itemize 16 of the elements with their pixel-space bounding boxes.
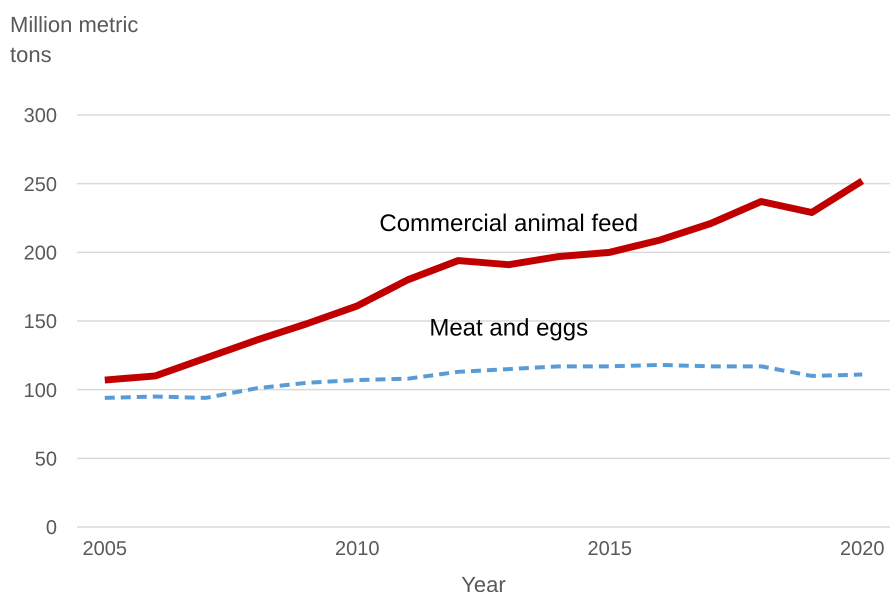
x-axis-title: Year	[461, 572, 506, 592]
y-tick-label: 50	[34, 448, 57, 470]
y-tick-label: 200	[24, 242, 57, 264]
y-tick-label: 100	[24, 380, 57, 402]
x-tick-label: 2010	[335, 538, 380, 560]
y-axis-title: Million metric tons	[10, 11, 140, 69]
series-label: Meat and eggs	[429, 314, 588, 342]
y-tick-label: 300	[24, 105, 57, 128]
series-label: Commercial animal feed	[379, 210, 638, 238]
y-tick-label: 150	[24, 311, 57, 334]
x-tick-label: 2020	[840, 538, 884, 560]
x-tick-label: 2015	[587, 538, 632, 560]
x-tick-label: 2005	[82, 538, 128, 560]
y-tick-label: 250	[24, 174, 57, 196]
line-series	[102, 362, 864, 400]
y-tick-label: 0	[46, 517, 57, 540]
